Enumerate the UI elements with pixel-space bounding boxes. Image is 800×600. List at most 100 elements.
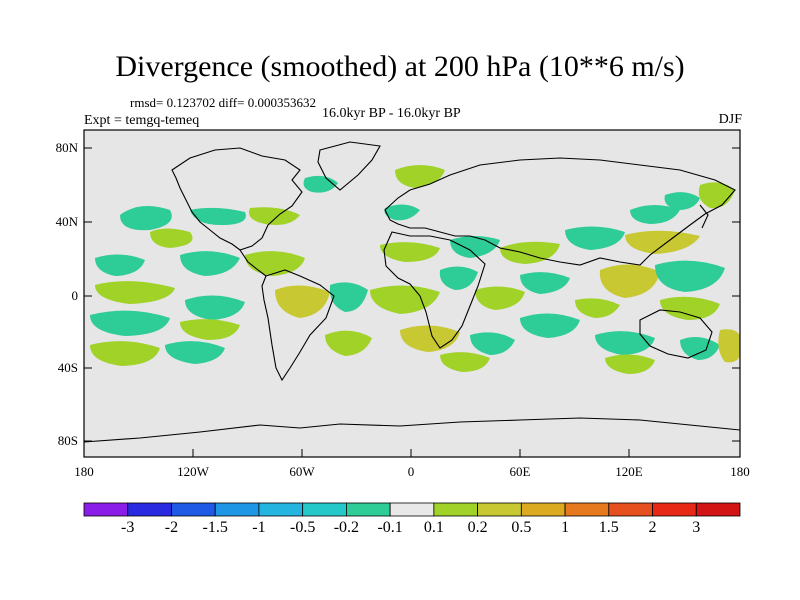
period-label: 16.0kyr BP - 16.0kyr BP — [322, 106, 461, 121]
x-tick-label: 60W — [289, 464, 315, 479]
colorbar-swatch — [127, 502, 172, 517]
field-blob — [575, 298, 620, 318]
field-blob — [180, 251, 240, 276]
field-blob — [625, 230, 700, 254]
colorbar-label: -0.2 — [333, 519, 360, 536]
field-blob — [395, 165, 445, 188]
y-tick-label: 80N — [55, 140, 78, 155]
stats-text: rmsd= 0.123702 diff= 0.000353632 — [130, 95, 316, 110]
field-blob — [439, 266, 478, 290]
field-blob — [599, 264, 660, 298]
field-blob — [595, 331, 655, 355]
field-blob — [500, 241, 560, 264]
field-blob — [380, 242, 440, 262]
colorbar-swatch — [389, 502, 435, 517]
x-tick-label: 0 — [407, 464, 415, 479]
field-blob — [565, 226, 625, 250]
map-frame — [83, 129, 741, 458]
coast-antarctica — [84, 417, 740, 443]
colorbar-swatch — [433, 502, 479, 517]
coast-eurasia — [384, 157, 736, 266]
y-tick-label: 0 — [71, 288, 79, 303]
field-blob — [384, 204, 420, 221]
colorbar-swatch — [608, 502, 653, 517]
field-blob — [605, 354, 655, 374]
colorbar-label: 0.5 — [511, 519, 532, 536]
field-blob — [95, 281, 175, 304]
colorbar-label: 2 — [648, 519, 657, 536]
colorbar-label: -1 — [252, 519, 266, 536]
y-tick-label: 40S — [57, 360, 78, 375]
colorbar-label: -0.5 — [289, 519, 316, 536]
colorbar-swatch — [214, 502, 260, 517]
field-blobs — [90, 165, 740, 374]
field-blob — [150, 228, 193, 248]
field-blob — [718, 329, 740, 363]
coast-north-america — [171, 147, 303, 251]
field-blob — [475, 286, 525, 310]
colorbar-swatch — [520, 502, 566, 517]
field-blob — [370, 285, 440, 314]
colorbar-label: -1.5 — [202, 519, 228, 536]
field-blob — [180, 319, 240, 340]
field-blob — [680, 336, 720, 360]
field-blob — [630, 205, 680, 224]
colorbar-label: -2 — [164, 519, 179, 536]
field-blob — [400, 325, 460, 352]
colorbar-swatch — [83, 502, 129, 517]
colorbar-swatch — [652, 502, 697, 517]
colorbar-label: 1.5 — [598, 519, 619, 536]
colorbar-label: 1 — [561, 519, 570, 536]
y-tick-label: 80S — [57, 433, 78, 448]
field-blob — [655, 260, 725, 292]
season-label: DJF — [718, 112, 742, 127]
x-tick-label: 120W — [177, 464, 209, 479]
field-blob — [698, 182, 735, 209]
field-blob — [185, 295, 245, 320]
colorbar-swatch — [477, 502, 522, 517]
x-tick-label: 180 — [730, 464, 750, 479]
coast-greenland — [317, 141, 381, 191]
field-blob — [190, 207, 246, 226]
x-tick-label: 60E — [509, 464, 531, 479]
field-blob — [120, 206, 172, 231]
colorbar-swatch — [345, 502, 391, 517]
coast-japan — [699, 204, 709, 229]
field-blob — [329, 282, 368, 312]
field-blob — [325, 330, 372, 356]
field-blob — [660, 296, 720, 320]
colorbar-label: -3 — [121, 519, 135, 536]
field-blob — [245, 251, 305, 276]
colorbar-swatch — [695, 502, 741, 517]
y-tick-label: 40N — [55, 214, 78, 229]
field-blob — [440, 352, 490, 372]
coast-australia — [639, 309, 713, 359]
field-blob — [303, 175, 338, 193]
field-blob — [470, 332, 515, 355]
field-blob — [520, 313, 580, 338]
field-blob — [275, 285, 330, 318]
field-blob — [249, 207, 300, 225]
field-blob — [520, 272, 570, 294]
x-tick-label: 180 — [74, 464, 94, 479]
plot-title: Divergence (smoothed) at 200 hPa (10**6 … — [115, 50, 685, 83]
field-blob — [90, 310, 170, 336]
field-blob — [90, 341, 160, 366]
colorbar-swatch — [564, 502, 610, 517]
coastlines — [84, 141, 740, 443]
field-blob — [95, 254, 145, 276]
tick-marks — [83, 147, 741, 457]
coast-south-america — [261, 269, 335, 382]
colorbar-swatch — [302, 502, 347, 517]
coast-africa — [383, 231, 486, 349]
colorbar-swatch — [258, 502, 304, 517]
colorbar-label: -0.1 — [377, 519, 403, 536]
colorbar-swatch — [171, 502, 216, 517]
field-blob — [165, 341, 225, 364]
colorbar-label: 3 — [692, 519, 701, 536]
colorbar-label: 0.2 — [467, 519, 488, 536]
colorbar — [83, 502, 741, 517]
colorbar-label: 0.1 — [423, 519, 444, 536]
coast-central-america — [239, 249, 267, 277]
